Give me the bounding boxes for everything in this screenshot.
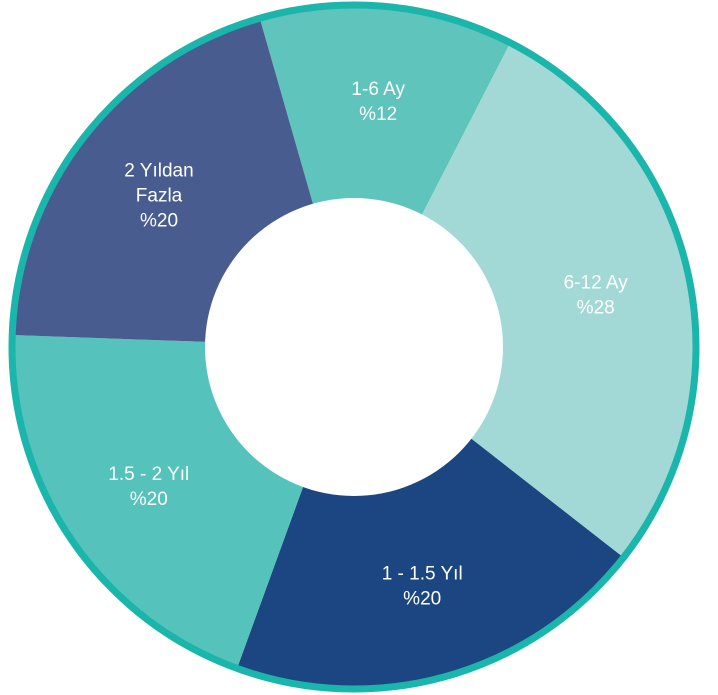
slice-label: 2 Yıldan Fazla %20 bbox=[124, 161, 193, 232]
labels-group: 1-6 Ay %12 6-12 Ay %28 1 - 1.5 Yıl %20 1.5 - 2… bbox=[108, 79, 628, 609]
slice-label: 6-12 Ay %28 bbox=[564, 272, 629, 318]
center-hole bbox=[205, 198, 503, 496]
slice-label: 1-6 Ay %12 bbox=[351, 79, 405, 125]
slice-label: 1 - 1.5 Yıl %20 bbox=[382, 563, 463, 609]
slice-1-6-ay bbox=[259, 5, 511, 347]
slice-6-12-ay bbox=[354, 42, 697, 558]
slice-label: 1.5 - 2 Yıl %20 bbox=[108, 464, 189, 510]
outer-ring bbox=[8, 1, 700, 693]
